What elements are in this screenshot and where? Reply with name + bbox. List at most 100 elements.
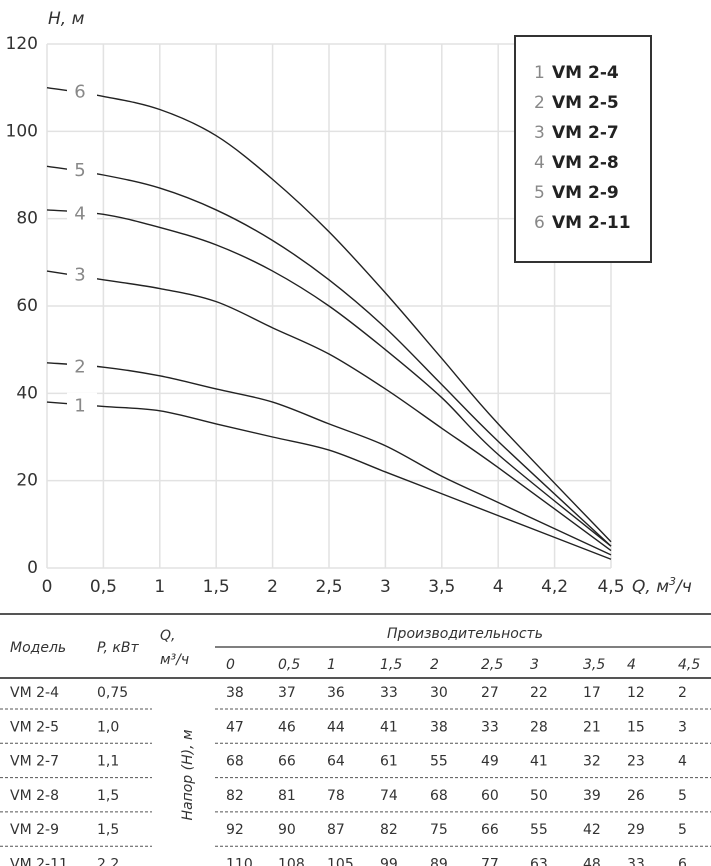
- y-tick-label: 0: [27, 558, 38, 578]
- table-cell-head: 29: [627, 822, 645, 838]
- x-tick-label: 0: [42, 577, 53, 597]
- x-tick-label: 3,5: [428, 577, 455, 597]
- table-cell-power: 1,1: [97, 754, 119, 770]
- table-cell-head: 44: [327, 719, 345, 735]
- table-cell-head: 12: [627, 685, 645, 701]
- table-header-performance: Производительность: [387, 626, 543, 642]
- curve-label-bg: [67, 353, 97, 376]
- series-line-vm-2-9: [46, 165, 612, 547]
- table-cell-head: 33: [481, 719, 499, 735]
- table-head-axis-label: Напор (Н), м: [180, 729, 196, 821]
- table-cell-head: 47: [226, 719, 244, 735]
- table-header-q-value: 0,5: [278, 657, 300, 673]
- table-cell-head: 4: [678, 754, 687, 770]
- table-cell-head: 39: [583, 788, 601, 804]
- y-tick-label: 120: [6, 34, 38, 54]
- table-cell-head: 89: [430, 857, 448, 866]
- table-header-q-value: 2: [430, 657, 439, 673]
- table-cell-head: 82: [380, 822, 398, 838]
- legend-box: [514, 35, 652, 263]
- curve-number-label: 5: [74, 160, 85, 181]
- curve-number-label: 2: [74, 356, 85, 377]
- table-header-q-value: 3: [530, 657, 539, 673]
- table-header-q-value: 1,5: [380, 657, 402, 673]
- table-header-flow-unit: м³/ч: [160, 652, 189, 668]
- table-header-flow: Q,: [160, 628, 175, 644]
- table-header-q-value: 4: [627, 657, 636, 673]
- table-cell-head: 33: [627, 857, 645, 866]
- legend-number: 1: [534, 63, 545, 83]
- table-cell-head: 74: [380, 788, 398, 804]
- table-cell-head: 6: [678, 857, 687, 866]
- legend-number: 5: [534, 183, 545, 203]
- table-header-power: P, кВт: [97, 640, 139, 656]
- table-cell-power: 1,5: [97, 822, 119, 838]
- table-cell-head: 17: [583, 685, 601, 701]
- table-cell-head: 66: [481, 822, 499, 838]
- table-cell-head: 27: [481, 685, 499, 701]
- table-cell-head: 50: [530, 788, 548, 804]
- y-tick-label: 80: [16, 209, 38, 229]
- table-cell-model: VM 2-11: [10, 857, 68, 866]
- table-cell-head: 37: [278, 685, 296, 701]
- table-cell-head: 46: [278, 719, 296, 735]
- table-header-q-value: 0: [226, 657, 235, 673]
- table-cell-head: 33: [380, 685, 398, 701]
- legend-entry: VM 2-4: [552, 63, 619, 83]
- x-tick-label: 2,5: [315, 577, 342, 597]
- legend-number: 2: [534, 93, 545, 113]
- series-line-vm-2-8: [46, 209, 612, 547]
- table-cell-head: 36: [327, 685, 345, 701]
- table-cell-head: 61: [380, 754, 398, 770]
- table-cell-head: 60: [481, 788, 499, 804]
- curve-number-label: 3: [74, 265, 85, 286]
- table-cell-head: 78: [327, 788, 345, 804]
- table-cell-head: 55: [530, 822, 548, 838]
- table-cell-head: 82: [226, 788, 244, 804]
- table-header-q-value: 3,5: [583, 657, 605, 673]
- table-cell-head: 87: [327, 822, 345, 838]
- table-header-model: Модель: [10, 640, 66, 656]
- table-cell-head: 77: [481, 857, 499, 866]
- table-cell-model: VM 2-7: [10, 754, 59, 770]
- curve-label-bg: [67, 261, 97, 284]
- table-cell-power: 2,2: [97, 857, 119, 866]
- table-cell-head: 105: [327, 857, 354, 866]
- y-tick-label: 40: [16, 383, 38, 403]
- table-cell-head: 42: [583, 822, 601, 838]
- legend-number: 4: [534, 153, 545, 173]
- legend-entry: VM 2-9: [552, 183, 619, 203]
- table-cell-head: 55: [430, 754, 448, 770]
- y-tick-label: 20: [16, 471, 38, 491]
- x-tick-label: 4,5: [597, 577, 624, 597]
- x-axis-label: Q, м3/ч: [632, 575, 692, 597]
- curve-label-bg: [67, 392, 97, 415]
- table-cell-head: 75: [430, 822, 448, 838]
- table-cell-head: 26: [627, 788, 645, 804]
- table-cell-model: VM 2-4: [10, 685, 59, 701]
- x-tick-label: 1: [154, 577, 165, 597]
- series-line-vm-2-4: [46, 401, 612, 560]
- legend-entry: VM 2-7: [552, 123, 619, 143]
- table-cell-head: 81: [278, 788, 296, 804]
- table-cell-power: 0,75: [97, 685, 128, 701]
- table-cell-head: 5: [678, 822, 687, 838]
- x-tick-label: 0,5: [90, 577, 117, 597]
- legend-entry: VM 2-5: [552, 93, 619, 113]
- table-cell-head: 2: [678, 685, 687, 701]
- table-cell-model: VM 2-8: [10, 788, 59, 804]
- table-header-q-value: 2,5: [481, 657, 503, 673]
- table-cell-head: 110: [226, 857, 253, 866]
- table-header-q-value: 4,5: [678, 657, 700, 673]
- curve-number-label: 1: [74, 396, 85, 417]
- x-tick-label: 3: [380, 577, 391, 597]
- table-cell-head: 15: [627, 719, 645, 735]
- table-cell-head: 49: [481, 754, 499, 770]
- table-cell-head: 48: [583, 857, 601, 866]
- table-cell-head: 63: [530, 857, 548, 866]
- table-cell-head: 21: [583, 719, 601, 735]
- table-cell-head: 68: [226, 754, 244, 770]
- table-cell-head: 99: [380, 857, 398, 866]
- legend-entry: VM 2-8: [552, 153, 619, 173]
